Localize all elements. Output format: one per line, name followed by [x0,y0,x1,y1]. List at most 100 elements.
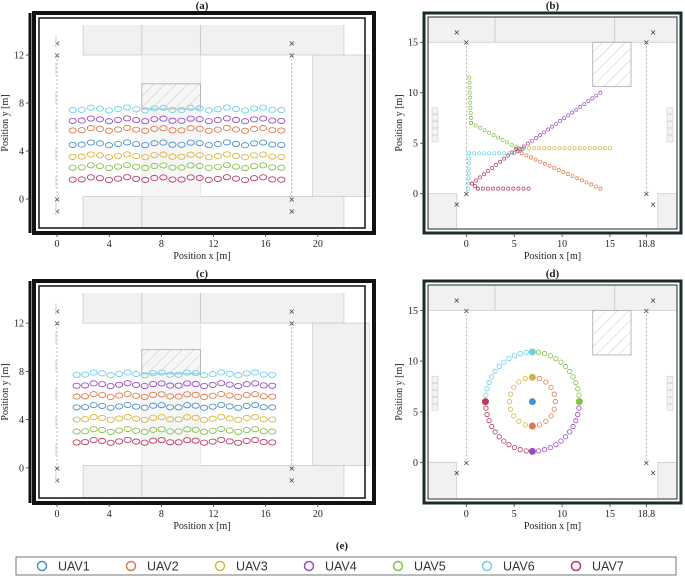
data-point [77,141,86,148]
wall-tile [431,396,439,404]
y-tick-label: 5 [413,407,418,418]
hatched-obstacle [141,349,201,375]
data-point [72,428,81,435]
data-point [277,153,286,160]
data-point [240,176,250,184]
series-uav1 [72,401,277,411]
data-point [89,426,98,433]
data-point [541,447,548,453]
series-uav2 [72,391,277,400]
data-point [468,95,472,100]
data-point [515,149,520,154]
data-point [195,152,204,159]
data-point [140,372,149,379]
data-point [533,157,538,162]
data-point [536,375,543,382]
panel-frame [422,11,683,235]
data-point [213,117,222,124]
data-point [200,404,209,411]
data-point [77,117,86,124]
wall-top [82,293,345,324]
data-point [191,402,200,409]
y-tick-label: 0 [413,189,418,200]
data-point [183,402,192,409]
y-tick-label: 10 [408,357,418,368]
data-point [277,164,286,171]
anchor-marker: × [650,200,657,209]
wall-tile [431,135,439,143]
data-point [217,380,226,387]
start-point [575,398,583,406]
data-point [511,384,517,390]
data-point [573,418,579,424]
data-point [576,405,582,411]
data-point [104,118,114,125]
data-point [489,423,495,430]
data-point [168,176,177,183]
data-point [489,374,495,380]
data-point [268,371,277,378]
data-point [468,110,473,115]
data-point [132,438,141,445]
data-point [208,403,217,410]
data-point [561,170,566,174]
data-point [514,147,519,152]
data-point [259,416,268,423]
data-point [95,140,104,147]
series-uav4 [72,380,277,390]
data-point [174,393,183,400]
series-uav3 [517,146,612,151]
data-point [259,428,268,435]
data-point [132,392,141,399]
wall-top [494,285,616,311]
data-point [166,393,175,400]
data-point [517,447,523,453]
data-point [492,368,498,374]
data-point [81,393,90,400]
legend-entry-label: UAV7 [592,560,624,574]
data-point [149,437,158,444]
y-axis-label: Position y [m] [394,363,405,420]
data-point [570,423,576,430]
legend-entry: UAV7 [570,560,624,574]
data-point [183,369,192,376]
data-point [574,107,579,112]
wall-tile [431,403,439,411]
data-point [81,382,90,389]
data-point [478,175,483,180]
data-point [511,186,516,191]
x-tick-label: 4 [107,239,112,250]
data-point [554,121,559,126]
data-point [113,163,123,170]
data-point [557,146,562,151]
series-uav6 [72,369,277,379]
data-point [562,116,567,121]
x-tick-label: 5 [512,509,517,520]
data-point [213,141,222,148]
data-point [497,151,502,156]
data-point [222,174,231,181]
y-tick-label: 0 [19,195,24,206]
anchor-marker: × [643,190,650,199]
wall-tile [431,389,439,397]
wall-tile [666,107,674,115]
wall-bottom [82,196,345,229]
data-point [86,174,95,181]
data-point [113,140,123,147]
data-point [115,415,124,422]
data-point [204,154,213,161]
data-point [467,85,472,90]
data-point [259,162,268,169]
data-point [469,121,474,125]
data-point [575,411,581,418]
anchor-marker: × [453,469,460,478]
series-uav3 [506,373,536,428]
data-point [474,178,479,183]
data-point [77,176,86,183]
data-point [487,130,492,135]
data-point [482,151,487,156]
data-point [484,386,490,392]
data-point [511,413,517,419]
y-tick-label: 10 [408,88,418,99]
data-point [501,359,507,365]
